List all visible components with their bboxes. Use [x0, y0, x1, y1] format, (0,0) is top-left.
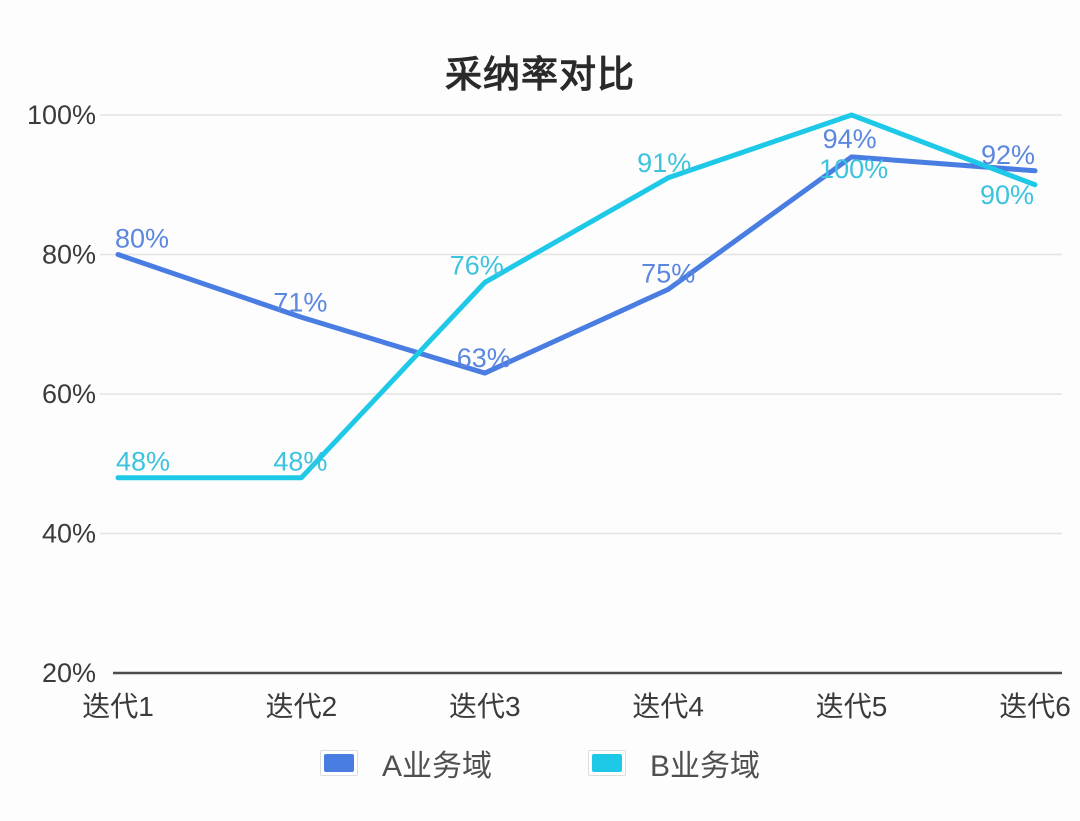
y-axis-tick-label: 20% [42, 658, 96, 688]
legend-swatch-a-icon [319, 750, 358, 776]
x-axis-tick-label: 迭代3 [449, 691, 521, 722]
data-point-label: 48% [273, 447, 327, 477]
data-point-label: 100% [819, 154, 888, 184]
series-line-1 [115, 112, 1038, 481]
y-axis-tick-label: 80% [42, 240, 96, 270]
legend-label-series-b: B业务域 [650, 750, 761, 783]
y-axis-tick-label: 100% [27, 100, 96, 130]
chart-title: 采纳率对比 [445, 54, 635, 95]
data-point-label: 92% [981, 140, 1035, 170]
x-axis-tick-label: 迭代6 [999, 691, 1071, 722]
x-axis-tick-label: 迭代4 [632, 691, 704, 722]
x-axis-tick-label: 迭代2 [266, 691, 338, 722]
data-point-label: 71% [273, 287, 327, 317]
line-chart-plot: 20% 40% 60% 80% 100% 迭代1 迭代2 迭代3 迭代4 迭代5 迭代6 80% 71%… [27, 100, 1071, 722]
data-point-label: 91% [637, 148, 691, 178]
data-point-label: 76% [450, 250, 504, 280]
data-point-label: 80% [115, 224, 169, 254]
data-point-label: 90% [980, 180, 1034, 210]
legend-item-series-a[interactable]: A业务域 [319, 741, 492, 785]
data-point-label: 94% [823, 124, 877, 154]
data-point-label: 48% [116, 447, 170, 477]
y-axis-tick-label: 40% [42, 519, 96, 549]
legend-item-series-b[interactable]: B业务域 [588, 741, 760, 785]
y-axis-tick-label: 60% [42, 379, 96, 409]
series-line-0 [115, 154, 1038, 376]
data-point-label: 75% [641, 258, 695, 288]
x-axis-tick-label: 迭代1 [82, 691, 154, 722]
x-axis-tick-label: 迭代5 [816, 691, 888, 722]
data-point-label: 63% [457, 343, 511, 373]
chart-legend: A业务域 B业务域 [0, 741, 1080, 785]
legend-swatch-b-icon [588, 750, 626, 776]
legend-label-series-a: A业务域 [381, 750, 492, 783]
